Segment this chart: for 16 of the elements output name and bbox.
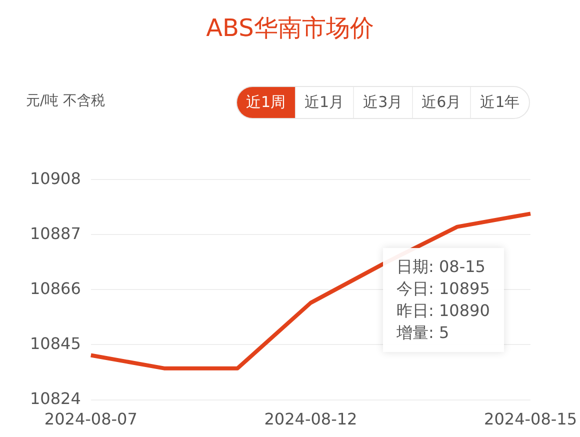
x-tick-label: 2024-08-07 [44,410,138,429]
chart-title: ABS华南市场价 [205,13,375,44]
y-tick-label: 10845 [30,334,81,353]
y-tick-label: 10824 [30,388,81,408]
text: 近3月 [353,87,412,118]
x-tick-label: 2024-08-12 [264,410,358,429]
text: 近1年 [470,87,529,118]
y-axis-title: 元/吨 不含税 [26,92,106,110]
x-tick-label: 2024-08-15 [484,410,577,429]
text: 近1周 [237,87,295,118]
y-tick-label: 10866 [30,278,81,298]
text: 近6月 [412,87,470,118]
y-tick-label: 10887 [30,224,81,243]
y-tick-label: 10908 [30,168,81,188]
text: 近1月 [294,87,354,118]
annotation: 日期: 08-15 今日: 10895 昨日: 10890 增量: 5 [382,248,504,352]
